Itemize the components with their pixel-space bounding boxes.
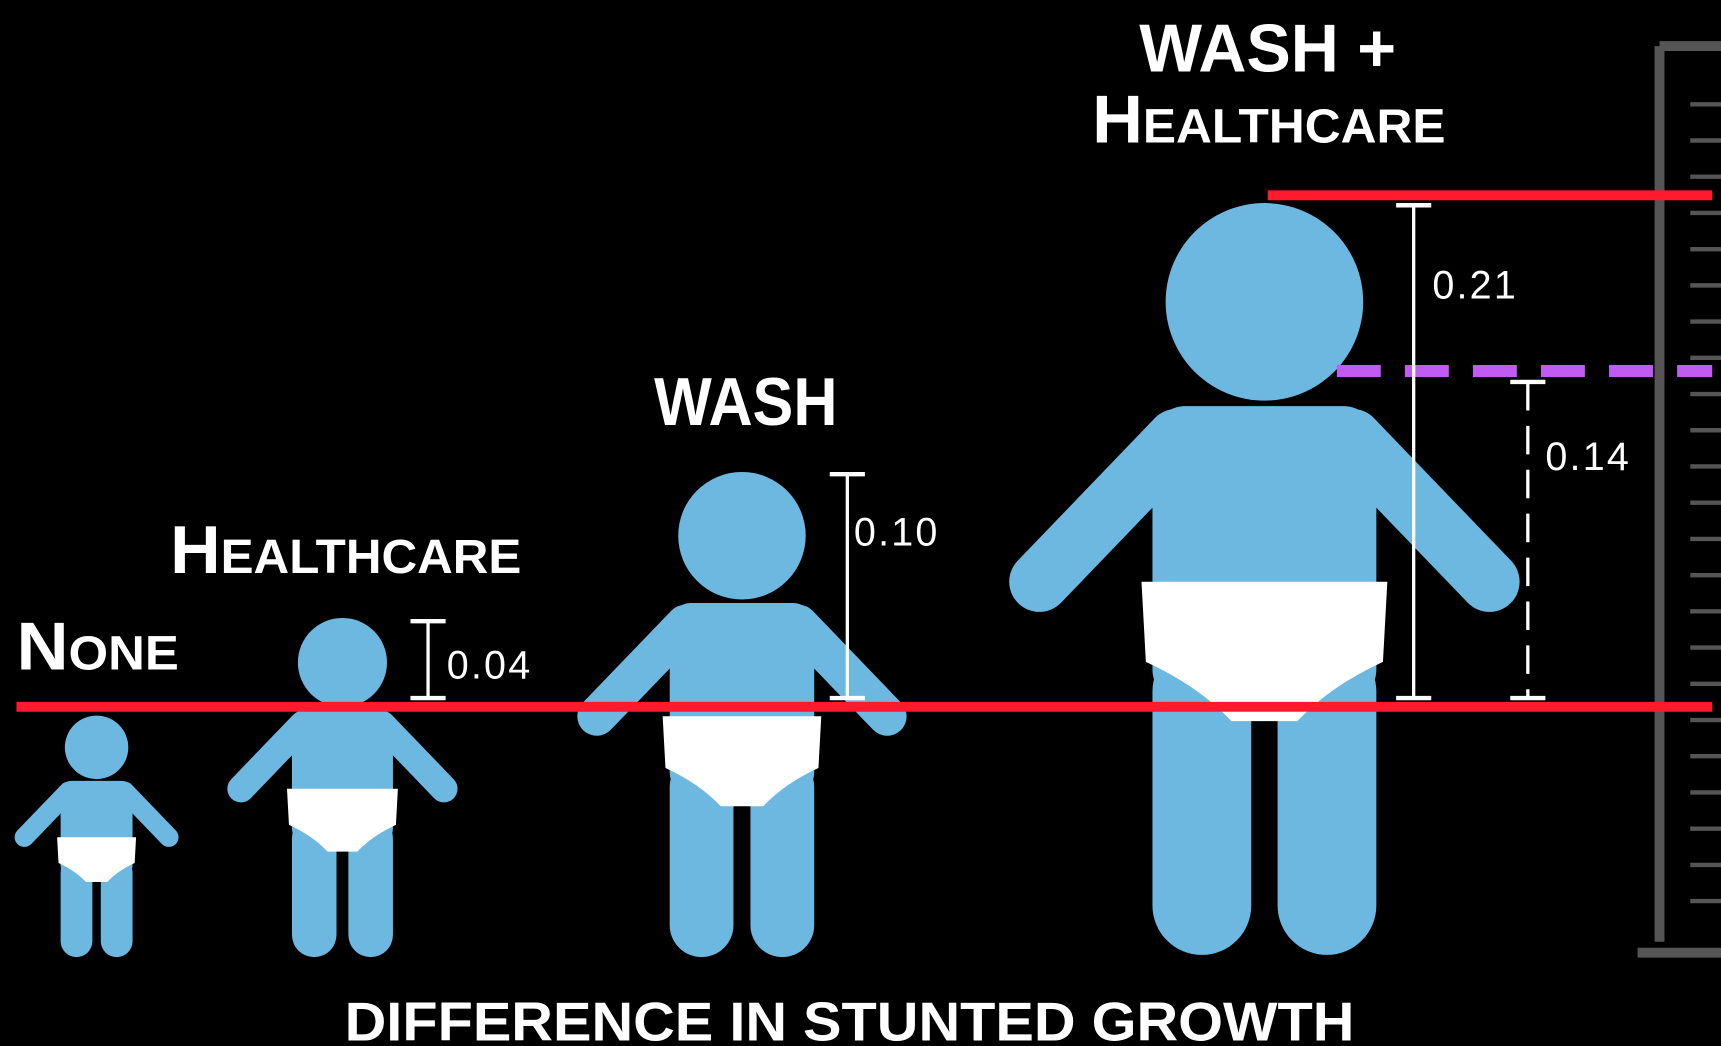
difference-label: 0.21 xyxy=(1432,264,1518,308)
group-label: Healthcare xyxy=(170,512,521,588)
group-label: WASH xyxy=(654,364,837,440)
group-label: Healthcare xyxy=(1092,82,1445,158)
head xyxy=(1166,203,1364,401)
head xyxy=(678,472,805,599)
title: DIFFERENCE IN STUNTED GROWTH xyxy=(345,991,1355,1046)
group-label: None xyxy=(16,609,178,685)
difference-label: 0.04 xyxy=(447,643,533,687)
difference-label: 0.10 xyxy=(854,511,940,555)
head xyxy=(298,618,387,707)
infographic: None Healthcare WASH WASH + Healthcare 0… xyxy=(0,0,1721,1046)
head xyxy=(65,716,128,779)
group-label: WASH + xyxy=(1139,10,1396,86)
difference-label: 0.14 xyxy=(1545,435,1631,479)
